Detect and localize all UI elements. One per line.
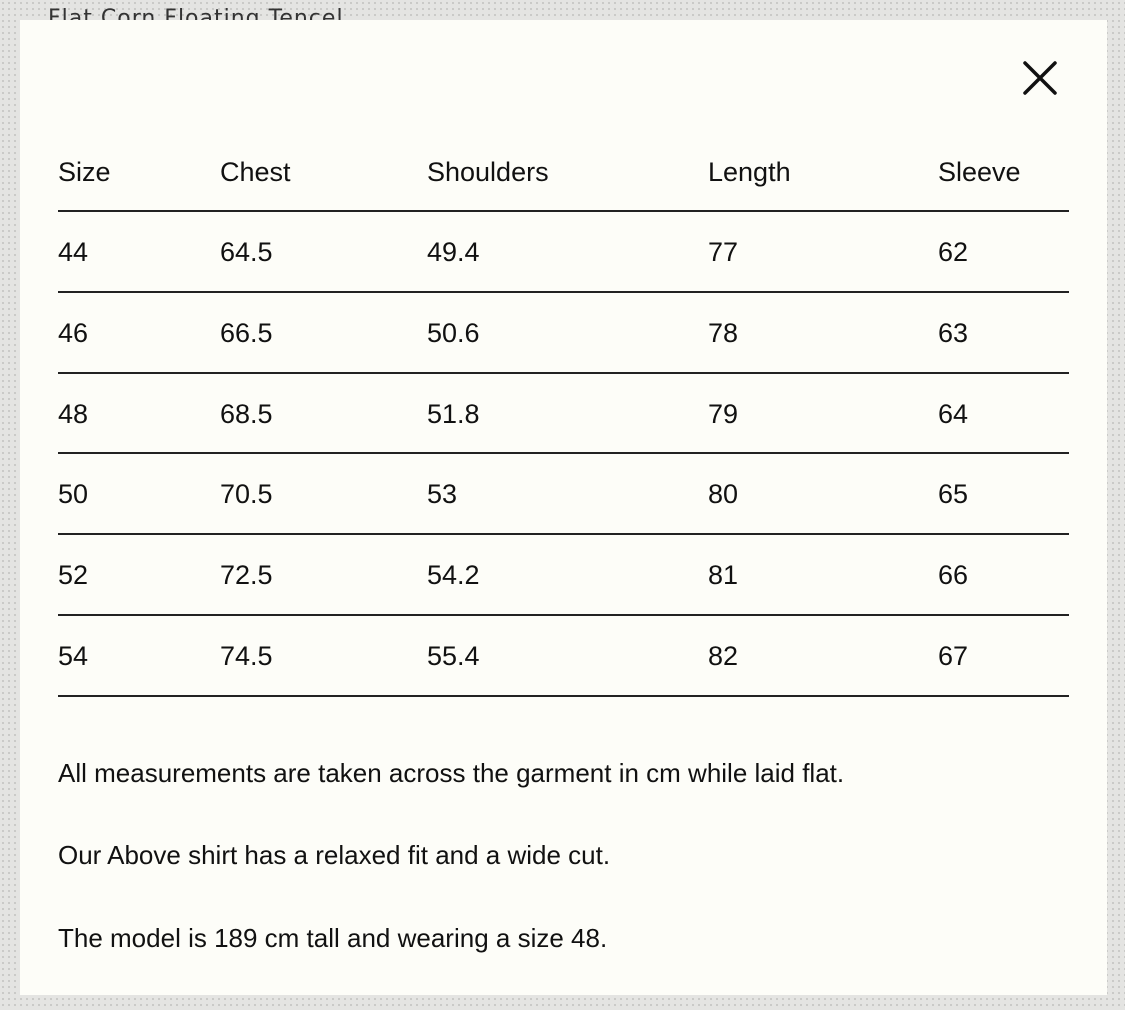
cell-chest: 74.5 [220,640,273,671]
table-row: 46 66.5 50.6 78 63 [58,293,1069,374]
cell-chest: 68.5 [220,398,273,429]
cell-shoulders: 50.6 [427,317,480,348]
cell-chest: 70.5 [220,479,273,510]
table-row: 52 72.5 54.2 81 66 [58,535,1069,616]
table-row: 44 64.5 49.4 77 62 [58,212,1069,293]
table-header: Size Chest Shoulders Length Sleeve [58,150,1069,212]
cell-size: 50 [58,479,89,510]
table-row: 54 74.5 55.4 82 67 [58,616,1069,697]
cell-length: 78 [708,317,739,348]
cell-sleeve: 63 [938,317,969,348]
cell-shoulders: 53 [427,479,458,510]
cell-chest: 64.5 [220,237,273,267]
cell-length: 79 [708,398,739,429]
cell-length: 77 [708,237,739,267]
cell-chest: 66.5 [220,317,273,348]
cell-shoulders: 51.8 [427,398,480,429]
cell-sleeve: 64 [938,398,969,429]
cell-size: 46 [58,317,89,348]
cell-shoulders: 49.4 [427,237,480,267]
cell-sleeve: 65 [938,479,969,510]
header-shoulders: Shoulders [427,157,549,187]
cell-length: 82 [708,640,739,671]
close-icon [1023,61,1057,95]
size-guide-modal: Size Chest Shoulders Length Sleeve 44 64.… [20,20,1107,995]
table-row: 48 68.5 51.8 79 64 [58,374,1069,455]
cell-sleeve: 66 [938,560,969,591]
close-button[interactable] [1020,58,1060,98]
note-model: The model is 189 cm tall and wearing a s… [58,923,608,953]
header-length: Length [708,157,791,187]
size-table: Size Chest Shoulders Length Sleeve 44 64.… [58,150,1069,697]
cell-size: 52 [58,560,89,591]
header-chest: Chest [220,157,291,187]
cell-size: 48 [58,398,89,429]
cell-sleeve: 62 [938,237,969,267]
header-size: Size [58,157,111,187]
note-measurements: All measurements are taken across the ga… [58,758,845,788]
cell-size: 54 [58,640,89,671]
cell-chest: 72.5 [220,560,273,591]
cell-sleeve: 67 [938,640,969,671]
cell-length: 81 [708,560,739,591]
table-row: 50 70.5 53 80 65 [58,454,1069,536]
header-sleeve: Sleeve [938,157,1021,187]
cell-shoulders: 54.2 [427,560,480,591]
cell-shoulders: 55.4 [427,640,480,671]
cell-size: 44 [58,237,89,267]
note-fit: Our Above shirt has a relaxed fit and a … [58,840,611,870]
cell-length: 80 [708,479,739,510]
